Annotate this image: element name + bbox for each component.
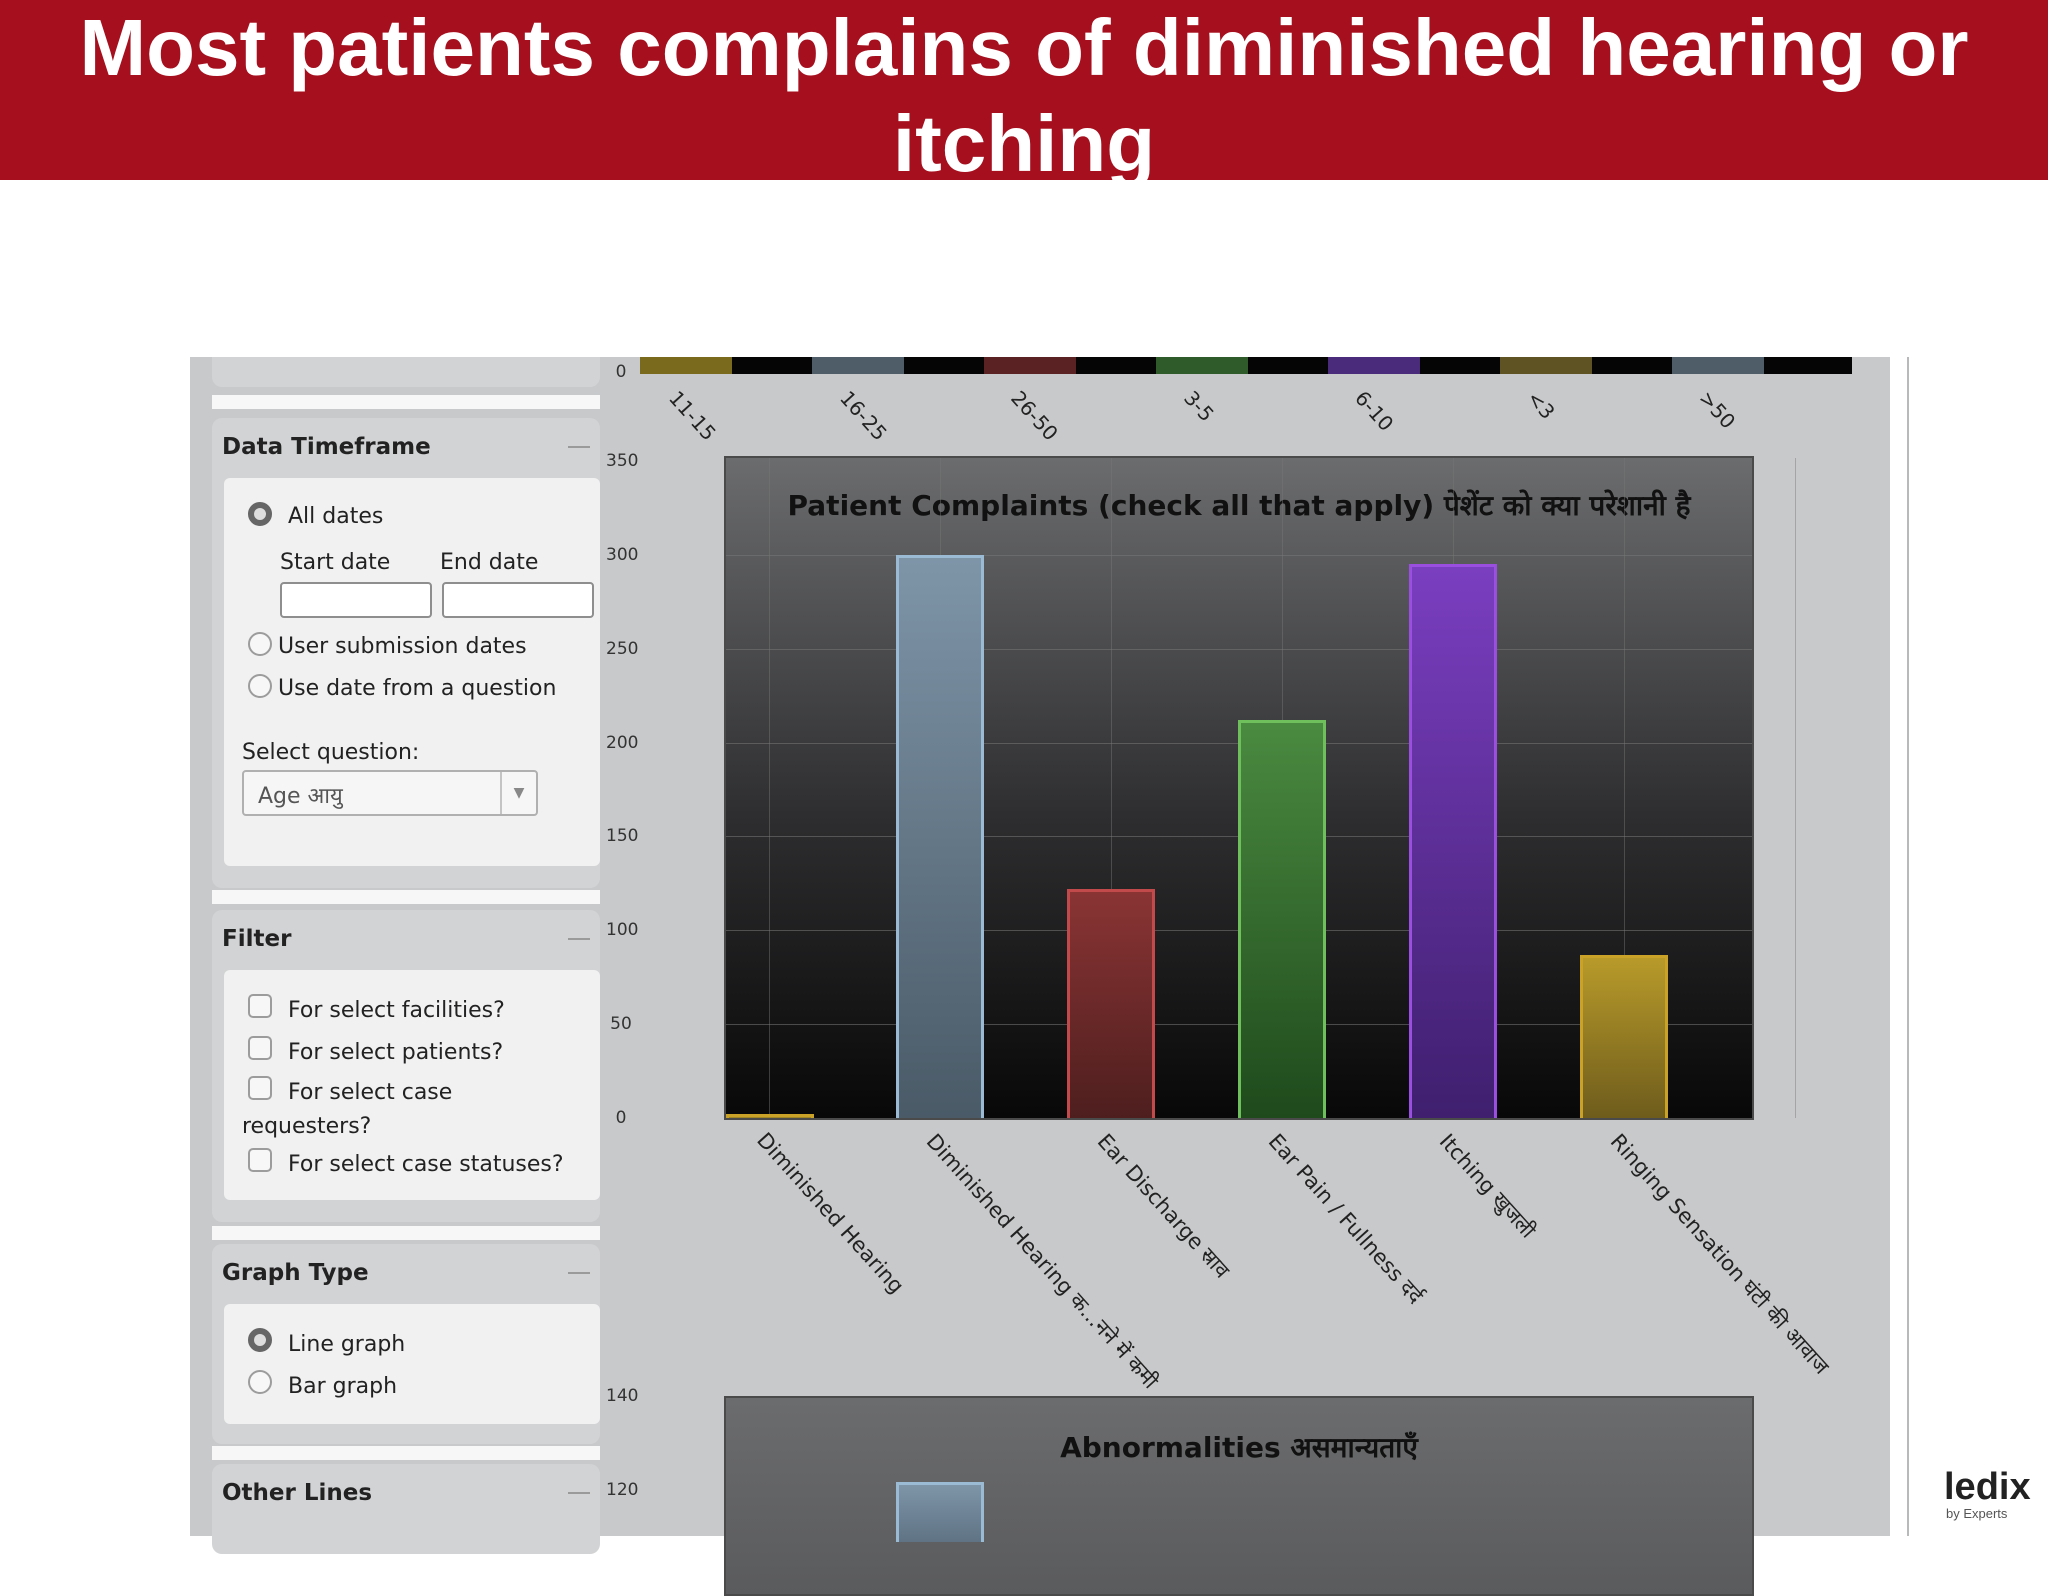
filter-heading: Filter [222,926,292,952]
select-question-label: Select question: [242,740,420,765]
top-chart-bar [1672,357,1764,374]
top-chart-bar [640,357,732,374]
chart-bar [896,554,984,1118]
y-tick: 140 [606,1386,639,1406]
panel-gap [212,1446,600,1460]
logo-wordmark: ledix [1944,1466,2031,1508]
chart-title: Abnormalities असमान्यताएँ [1060,1431,1418,1464]
select-question-value: Age आयु [258,784,343,809]
patients-label: For select patients? [288,1040,504,1065]
y-tick: 50 [610,1014,632,1035]
top-chart-bar [1156,357,1248,374]
chart-bar [1238,720,1326,1118]
user-submission-label: User submission dates [278,634,527,659]
grid-line [726,554,1752,556]
select-question-dropdown[interactable]: Age आयु ▼ [242,770,538,816]
chart-bar [726,1114,814,1118]
chart-bar [1409,564,1497,1118]
y-tick: 150 [606,826,639,847]
y-tick: 0 [615,362,627,382]
ledix-logo: ledix by Experts [1944,1468,2031,1521]
data-timeframe-heading: Data Timeframe [222,434,431,460]
start-date-input[interactable] [280,582,432,618]
y-tick: 350 [606,451,639,471]
case-requesters-checkbox[interactable] [248,1076,272,1100]
chart-bar [896,1482,984,1542]
filter-panel: Filter For select facilities? For select… [212,910,600,1222]
previous-panel [212,357,600,387]
graph-type-heading: Graph Type [222,1260,369,1286]
slide-title-banner: Most patients complains of diminished he… [0,0,2048,188]
y-tick: 250 [606,638,639,659]
y-tick: 200 [606,732,639,753]
collapse-icon[interactable] [568,1272,590,1274]
facilities-checkbox[interactable] [248,994,272,1018]
top-chart-bar [1328,357,1420,374]
grid-line [726,648,1752,650]
graph-type-body: Line graph Bar graph [224,1304,600,1424]
data-timeframe-panel: Data Timeframe All dates Start date End … [212,418,600,888]
case-statuses-checkbox[interactable] [248,1148,272,1172]
slide-title: Most patients complains of diminished he… [79,3,1969,188]
y-tick: 300 [606,544,639,565]
collapse-icon[interactable] [568,938,590,940]
y-tick: 0 [615,1108,627,1128]
y-tick: 120 [606,1480,639,1500]
collapse-icon[interactable] [568,1492,590,1494]
top-chart-bar [984,357,1076,374]
y-tick: 100 [606,920,639,941]
panel-gap [212,1226,600,1240]
chart-bar [1580,954,1668,1118]
case-statuses-label: For select case statuses? [288,1152,564,1177]
patients-checkbox[interactable] [248,1036,272,1060]
grid-line [769,458,770,1118]
other-lines-panel: Other Lines [212,1464,600,1554]
collapse-icon[interactable] [568,446,590,448]
use-date-question-radio[interactable] [248,674,272,698]
other-lines-heading: Other Lines [222,1480,373,1506]
screenshot-border [1907,357,1909,1536]
all-dates-radio[interactable] [248,502,272,526]
bar-graph-label: Bar graph [288,1374,398,1399]
data-timeframe-body: All dates Start date End date User submi… [224,478,600,866]
chart-bar [1067,888,1155,1118]
panel-gap [212,395,600,409]
all-dates-label: All dates [288,504,384,529]
bar-graph-radio[interactable] [248,1370,272,1394]
filter-body: For select facilities? For select patien… [224,970,600,1200]
case-requesters-label-cont: requesters? [242,1114,372,1139]
user-submission-radio[interactable] [248,632,272,656]
screenshot-right-edge [1890,357,1910,1536]
line-graph-label: Line graph [288,1332,406,1357]
chevron-down-icon[interactable]: ▼ [500,772,536,814]
top-chart-bar [1500,357,1592,374]
facilities-label: For select facilities? [288,998,505,1023]
top-chart-bar [812,357,904,374]
abnormalities-chart: Abnormalities असमान्यताएँ [724,1396,1754,1596]
grid-line [1795,458,1796,1118]
line-graph-radio[interactable] [248,1328,272,1352]
use-date-question-label: Use date from a question [278,676,557,701]
start-date-label: Start date [280,550,391,575]
end-date-label: End date [440,550,539,575]
screenshot-left-edge [152,357,190,1536]
grid-line [1624,458,1625,1118]
graph-type-panel: Graph Type Line graph Bar graph [212,1244,600,1444]
panel-gap [212,890,600,904]
end-date-input[interactable] [442,582,594,618]
chart-title: Patient Complaints (check all that apply… [787,489,1691,522]
grid-line [1111,458,1112,1118]
case-requesters-label: For select case [288,1080,453,1105]
logo-tagline: by Experts [1946,1506,2008,1521]
